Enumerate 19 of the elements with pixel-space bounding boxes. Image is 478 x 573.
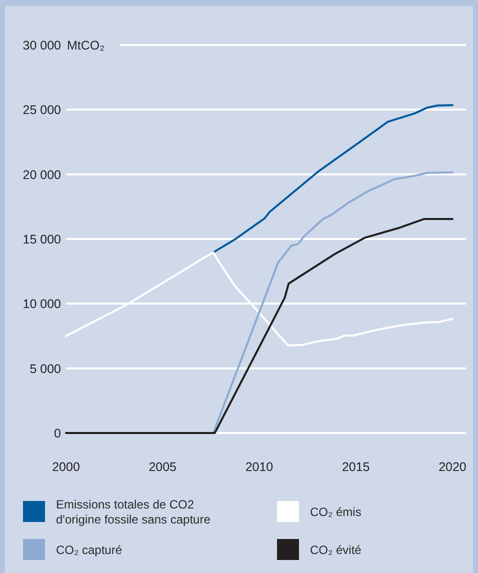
- x-tick-label: 2010: [245, 460, 274, 474]
- y-tick-label: 10 000: [22, 297, 62, 312]
- y-tick-label: 5 000: [30, 362, 62, 376]
- legend-label: CO₂ évité: [310, 543, 362, 557]
- y-tick-label: 25 000: [22, 103, 62, 118]
- y-axis-title: MtCO₂: [67, 38, 105, 52]
- line-series: [212, 104, 454, 254]
- legend-label: CO₂ émis: [310, 505, 362, 519]
- line-series: [65, 218, 454, 434]
- y-tick-label: 30 000: [22, 38, 62, 52]
- y-tick-label: 0: [54, 426, 62, 440]
- x-tick-label: 2005: [148, 460, 177, 474]
- legend-label: CO₂ capturé: [56, 543, 122, 557]
- x-tick-label: 2015: [342, 460, 370, 474]
- x-tick-label: 2000: [52, 460, 80, 474]
- y-tick-label: 20 000: [22, 168, 62, 182]
- x-tick-label: 2020: [438, 460, 466, 474]
- legend-label: Emissions totales de CO2 d'origine fossile sans capture: [56, 498, 211, 526]
- y-tick-label: 15 000: [22, 232, 62, 246]
